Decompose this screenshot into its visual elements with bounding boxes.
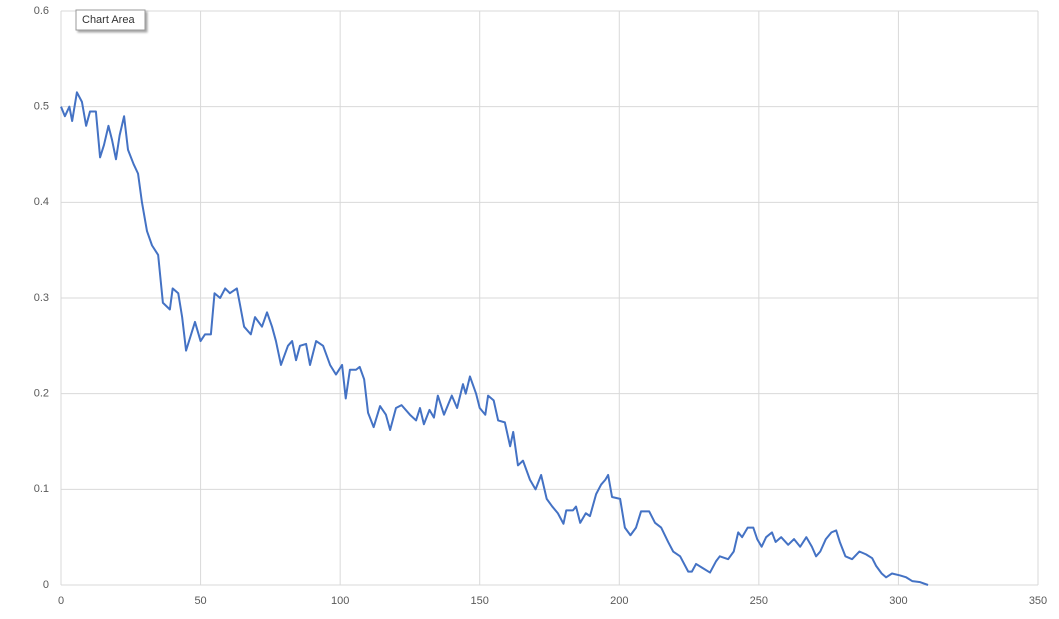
tooltip: Chart Area — [82, 14, 135, 26]
x-tick-label: 150 — [471, 595, 489, 607]
y-tick-label: 0.6 — [34, 5, 49, 17]
y-tick-label: 0.3 — [34, 292, 49, 304]
y-tick-label: 0.2 — [34, 388, 49, 400]
y-tick-label: 0.1 — [34, 483, 49, 495]
x-tick-label: 350 — [1029, 595, 1047, 607]
line — [60, 91, 929, 586]
y-tick-label: 0.5 — [34, 101, 49, 113]
x-tick-label: 100 — [331, 595, 349, 607]
x-tick-label: 250 — [750, 595, 768, 607]
y-tick-label: 0 — [43, 579, 49, 591]
x-tick-label: 50 — [194, 595, 206, 607]
x-tick-label: 0 — [58, 595, 64, 607]
plot — [60, 91, 929, 586]
x-tick-label: 300 — [889, 595, 907, 607]
grid: 0 0.1 0.2 0.3 0.4 0.5 0.6 0 50 100 150 200 250 300 350 — [34, 5, 1047, 607]
tooltip-box — [75, 9, 146, 31]
y-tick-label: 0.4 — [34, 196, 49, 208]
x-tick-label: 200 — [610, 595, 628, 607]
